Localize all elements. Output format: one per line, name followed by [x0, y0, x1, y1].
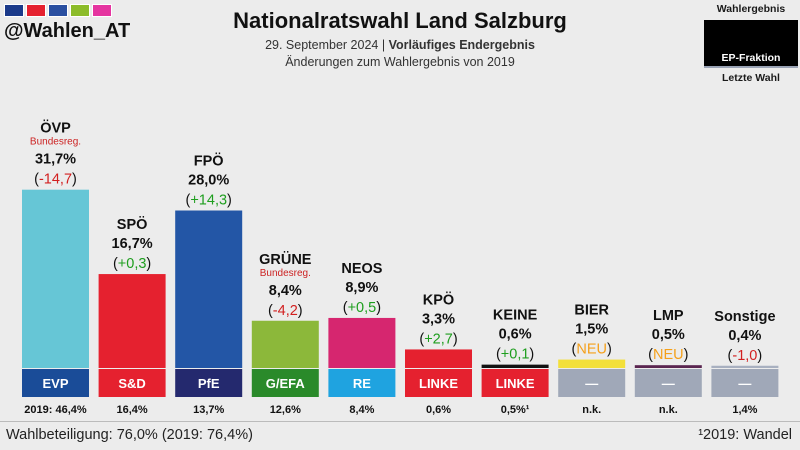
change-label-0: (-14,7) [34, 172, 77, 188]
change-label-1: (+0,3) [113, 256, 151, 272]
changes-note: Änderungen zum Wahlergebnis von 2019 [285, 55, 515, 69]
footer-divider [0, 421, 800, 422]
value-label-2: 28,0% [188, 173, 229, 189]
note-label-0: Bundesreg. [30, 137, 81, 148]
previous-label-5: 0,6% [426, 404, 451, 416]
subtitle-date-status: 29. September 2024 | Vorläufiges Enderge… [0, 38, 800, 52]
bar-6 [481, 364, 549, 368]
party-label-6: KEINE [493, 308, 538, 324]
bar-9 [711, 365, 779, 368]
result-status: Vorläufiges Endergebnis [388, 38, 535, 52]
bar-3 [251, 320, 319, 368]
change-label-4: (+0,5) [343, 300, 381, 316]
fraction-label-2: PfE [198, 376, 220, 391]
strip-swatch-3 [70, 4, 90, 17]
previous-label-6: 0,5%¹ [501, 404, 530, 416]
previous-label-9: 1,4% [732, 404, 757, 416]
fraction-label-6: LINKE [496, 376, 535, 391]
fraction-label-1: S&D [118, 376, 145, 391]
election-date: 29. September 2024 [265, 38, 379, 52]
previous-label-7: n.k. [582, 404, 601, 416]
party-label-1: SPÖ [117, 216, 148, 233]
value-label-5: 3,3% [422, 311, 455, 327]
legend-fraction-label: EP-Fraktion [721, 52, 781, 64]
party-label-5: KPÖ [423, 291, 454, 308]
change-label-9: (-1,0) [728, 348, 763, 364]
previous-label-3: 12,6% [270, 404, 301, 416]
value-label-4: 8,9% [345, 280, 378, 296]
fraction-label-8: — [662, 376, 675, 391]
party-label-8: LMP [653, 308, 684, 324]
value-label-3: 8,4% [269, 283, 302, 299]
change-label-8: (NEU) [648, 347, 688, 363]
fraction-label-9: — [738, 376, 751, 391]
strip-swatch-0 [4, 4, 24, 17]
change-label-2: (+14,3) [186, 193, 232, 209]
bar-7 [558, 359, 626, 368]
account-handle[interactable]: @Wahlen_AT [4, 20, 131, 42]
fraction-label-0: EVP [42, 376, 68, 391]
legend-result-label: Wahlergebnis [716, 3, 786, 15]
value-label-9: 0,4% [728, 328, 761, 344]
fraction-box-4 [328, 369, 396, 397]
fraction-box-7 [558, 369, 626, 397]
value-label-6: 0,6% [499, 327, 532, 343]
change-label-3: (-4,2) [268, 303, 303, 319]
strip-swatch-1 [26, 4, 46, 17]
bar-8 [634, 365, 702, 368]
fraction-label-5: LINKE [419, 376, 458, 391]
previous-label-2: 13,7% [193, 404, 224, 416]
party-label-9: Sonstige [714, 309, 775, 325]
change-label-7: (NEU) [572, 342, 612, 358]
strip-swatch-4 [92, 4, 112, 17]
legend-box [704, 20, 798, 68]
bar-5 [405, 349, 472, 368]
value-label-1: 16,7% [112, 236, 153, 252]
separator: | [381, 38, 389, 52]
bar-2 [175, 210, 243, 368]
bar-0 [22, 189, 89, 368]
value-label-8: 0,5% [652, 327, 685, 343]
fraction-box-1 [98, 369, 166, 397]
fraction-label-3: G/EFA [266, 376, 306, 391]
bar-4 [328, 317, 396, 368]
note-label-3: Bundesreg. [260, 268, 311, 279]
party-label-3: GRÜNE [259, 251, 312, 268]
fraction-label-7: — [585, 376, 598, 391]
previous-label-1: 16,4% [116, 404, 147, 416]
party-label-4: NEOS [341, 261, 382, 277]
previous-label-8: n.k. [659, 404, 678, 416]
legend-last-election-label: Letzte Wahl [722, 72, 780, 84]
change-label-5: (+2,7) [419, 331, 457, 347]
change-label-6: (+0,1) [496, 347, 534, 363]
footnote-text: ¹2019: Wandel [698, 427, 792, 443]
color-strip [4, 4, 112, 17]
turnout-text: Wahlbeteiligung: 76,0% (2019: 76,4%) [6, 427, 253, 443]
page-title: Nationalratswahl Land Salzburg [233, 8, 567, 33]
fraction-box-3 [251, 369, 319, 397]
fraction-box-9 [711, 369, 779, 397]
fraction-box-2 [175, 369, 243, 397]
value-label-7: 1,5% [575, 322, 608, 338]
bar-1 [98, 274, 166, 368]
party-label-0: ÖVP [40, 120, 71, 137]
fraction-box-5 [405, 369, 472, 397]
previous-label-4: 8,4% [349, 404, 374, 416]
value-label-0: 31,7% [35, 152, 76, 168]
fraction-box-8 [634, 369, 702, 397]
previous-label-0: 2019: 46,4% [24, 404, 87, 416]
legend-divider [704, 66, 798, 68]
fraction-box-0 [22, 369, 89, 397]
party-label-7: BIER [574, 303, 609, 319]
party-label-2: FPÖ [194, 153, 224, 170]
strip-swatch-2 [48, 4, 68, 17]
fraction-box-6 [481, 369, 549, 397]
fraction-label-4: RE [353, 376, 371, 391]
